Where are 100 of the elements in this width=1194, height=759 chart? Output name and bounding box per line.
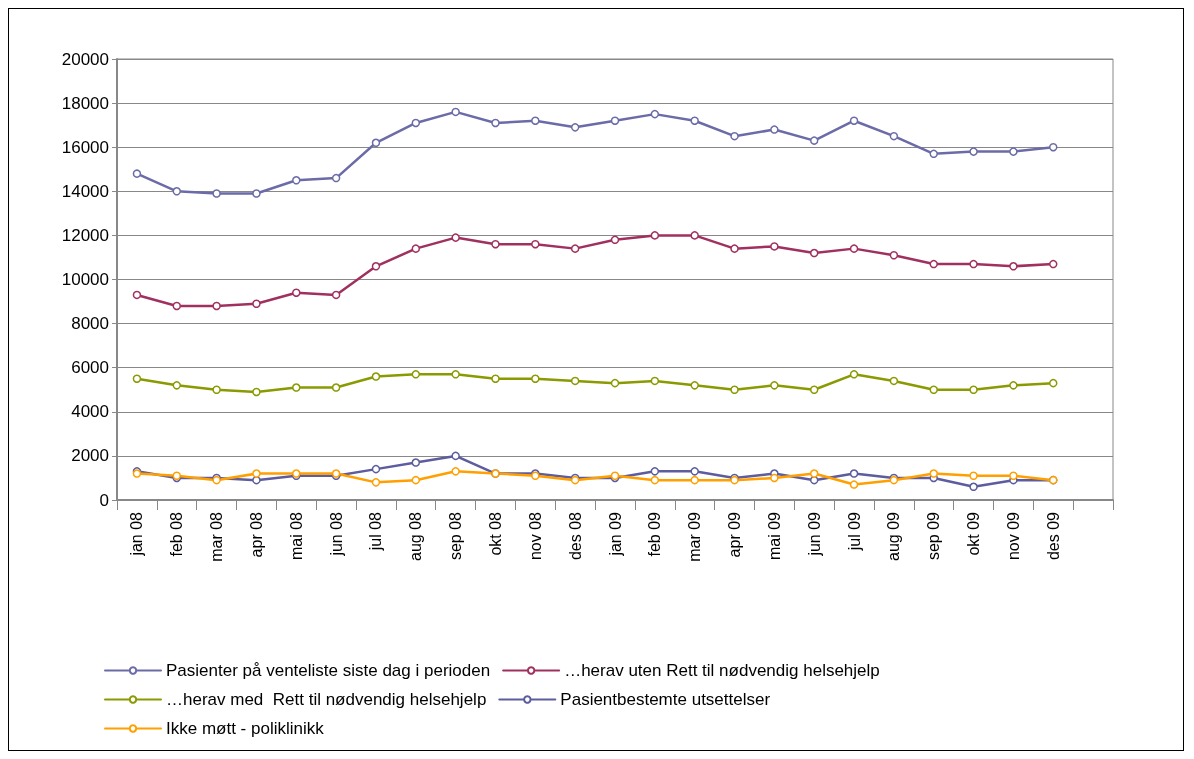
x-tick-label: sep 08 xyxy=(447,511,465,561)
point xyxy=(331,173,341,183)
point xyxy=(929,149,938,159)
x-tick-label: aug 09 xyxy=(885,511,903,561)
point xyxy=(809,248,819,258)
point xyxy=(889,376,899,386)
point xyxy=(570,123,580,132)
point xyxy=(1009,147,1018,156)
x-tick-label: okt 09 xyxy=(965,511,983,556)
point xyxy=(252,189,261,198)
y-tick-label: 10000 xyxy=(61,270,109,289)
point xyxy=(292,176,301,185)
point xyxy=(770,242,779,251)
x-tick-label: jan 09 xyxy=(606,511,624,557)
y-tick-label: 0 xyxy=(99,490,109,510)
point xyxy=(212,189,221,198)
point xyxy=(411,370,421,379)
point xyxy=(371,372,381,381)
point xyxy=(929,385,938,394)
point xyxy=(411,244,421,253)
point xyxy=(132,374,142,383)
point xyxy=(491,118,500,128)
point xyxy=(212,385,221,394)
x-tick-label: feb 09 xyxy=(646,511,664,557)
point xyxy=(690,475,699,485)
point xyxy=(212,301,221,311)
point xyxy=(570,244,580,253)
point xyxy=(371,464,381,474)
point xyxy=(172,381,182,390)
point xyxy=(252,387,261,397)
legend-label: …herav med Rett til nødvendig helsehjelp xyxy=(166,690,487,709)
point xyxy=(411,475,421,485)
x-tick-label: aug 08 xyxy=(407,511,425,561)
y-tick-label: 2000 xyxy=(71,446,109,466)
point xyxy=(411,118,421,128)
point xyxy=(411,458,421,467)
x-tick-label: okt 08 xyxy=(486,511,504,556)
x-tick-label: jun 09 xyxy=(805,511,823,557)
point xyxy=(1049,378,1058,388)
x-tick-label: apr 08 xyxy=(247,511,265,558)
point xyxy=(132,290,142,300)
point xyxy=(730,385,739,394)
point xyxy=(770,381,779,390)
point xyxy=(969,259,978,269)
point xyxy=(809,469,819,478)
x-tick-label: mar 08 xyxy=(208,511,226,562)
x-tick-label: nov 09 xyxy=(1004,511,1022,561)
x-tick-label: jul 09 xyxy=(845,511,863,552)
y-tick-label: 12000 xyxy=(61,225,109,245)
point xyxy=(1009,471,1018,480)
point xyxy=(292,383,301,392)
point xyxy=(610,378,620,388)
point xyxy=(889,251,899,260)
x-tick-label: mai 09 xyxy=(765,511,783,561)
point xyxy=(1049,259,1058,269)
point xyxy=(929,469,938,478)
point xyxy=(531,374,540,383)
x-tick-label: mai 08 xyxy=(287,511,305,561)
x-tick-label: feb 08 xyxy=(168,511,186,557)
legend-label: …herav uten Rett til nødvendig helsehjelp xyxy=(564,661,880,680)
point xyxy=(770,125,779,134)
legend-label: Pasienter på venteliste siste dag i perioden xyxy=(166,661,491,680)
point xyxy=(172,187,182,196)
point xyxy=(730,131,739,141)
point xyxy=(1009,381,1018,390)
point xyxy=(809,136,819,145)
point xyxy=(849,116,859,125)
point xyxy=(252,469,261,478)
point xyxy=(889,131,899,141)
point xyxy=(650,231,660,240)
point xyxy=(132,169,142,178)
x-tick-label: jul 08 xyxy=(367,511,385,552)
point xyxy=(451,467,460,476)
point xyxy=(849,370,859,379)
point xyxy=(1049,142,1058,152)
x-tick-label: des 09 xyxy=(1044,511,1062,561)
y-tick-label: 4000 xyxy=(71,402,109,422)
point xyxy=(451,107,460,117)
y-tick-label: 6000 xyxy=(71,358,109,378)
legend-label: Ikke møtt - poliklinikk xyxy=(166,719,325,738)
point xyxy=(451,370,460,379)
point xyxy=(969,385,978,394)
x-tick-label: mar 09 xyxy=(686,511,704,562)
point xyxy=(969,147,978,156)
point xyxy=(730,244,739,253)
point xyxy=(252,299,261,308)
point xyxy=(849,480,859,489)
y-tick-label: 18000 xyxy=(61,93,109,113)
x-tick-label: nov 08 xyxy=(526,511,544,561)
point xyxy=(690,116,699,125)
point xyxy=(371,138,381,148)
point xyxy=(849,244,859,253)
point xyxy=(690,467,699,476)
point xyxy=(809,385,819,394)
point xyxy=(929,259,938,269)
point xyxy=(969,471,978,480)
x-tick-label: sep 09 xyxy=(925,511,943,561)
point xyxy=(491,239,500,249)
point xyxy=(650,109,660,119)
x-tick-label: jan 08 xyxy=(128,511,146,557)
